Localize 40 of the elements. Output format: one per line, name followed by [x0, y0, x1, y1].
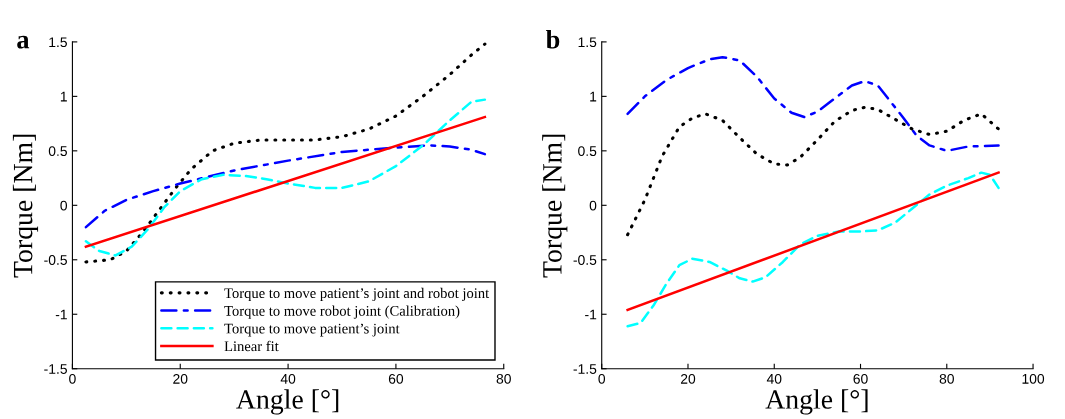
y-tick-label: -1 — [585, 309, 597, 320]
x-tick-label: 0 — [69, 373, 76, 384]
y-axis-title: Torque [Nm] — [12, 134, 39, 278]
y-tick-label: -0.5 — [573, 255, 597, 265]
line-series — [84, 42, 487, 264]
x-tick-label: 20 — [173, 373, 188, 384]
y-tick-label: 0.5 — [578, 146, 597, 157]
y-axis-title: Torque [Nm] — [542, 134, 568, 278]
x-tick-label: 60 — [388, 373, 404, 384]
line-series — [626, 55, 1000, 153]
x-tick-label: 60 — [853, 373, 868, 384]
x-tick-label: 40 — [766, 373, 782, 384]
y-tick-label: 1 — [590, 91, 597, 102]
y-tick-label: 1.5 — [49, 37, 67, 48]
y-tick-label: 0 — [589, 200, 597, 211]
line-series — [84, 144, 487, 229]
legend-label: Torque to move robot joint (Calibration) — [224, 305, 460, 319]
x-tick-label: 100 — [1022, 373, 1045, 384]
x-axis-title: Angle [°] — [236, 389, 339, 415]
x-tick-label: 20 — [680, 373, 696, 384]
legend-label: Torque to move patient’s joint — [224, 323, 400, 337]
y-tick-label: 0.5 — [48, 146, 67, 157]
y-tick-label: -1.5 — [573, 364, 597, 374]
line-series — [84, 98, 487, 257]
legend-label: Torque to move patient’s joint and robot joint — [224, 287, 490, 302]
y-tick-label: -1.5 — [44, 364, 67, 374]
legend-label: Linear fit — [224, 340, 279, 352]
chart-title: b — [545, 29, 560, 49]
y-tick-label: -1 — [55, 309, 67, 320]
y-tick-label: 1 — [60, 91, 67, 102]
line-series — [626, 105, 1001, 237]
y-tick-label: 0 — [60, 200, 68, 211]
x-tick-label: 40 — [280, 373, 296, 384]
y-tick-label: -0.5 — [44, 255, 67, 265]
x-tick-label: 0 — [598, 373, 606, 384]
x-tick-label: 80 — [496, 373, 511, 384]
x-axis-title: Angle [°] — [765, 389, 868, 415]
y-tick-label: 1.5 — [578, 37, 597, 48]
x-tick-label: 80 — [939, 373, 954, 384]
chart-title: a — [17, 35, 30, 49]
